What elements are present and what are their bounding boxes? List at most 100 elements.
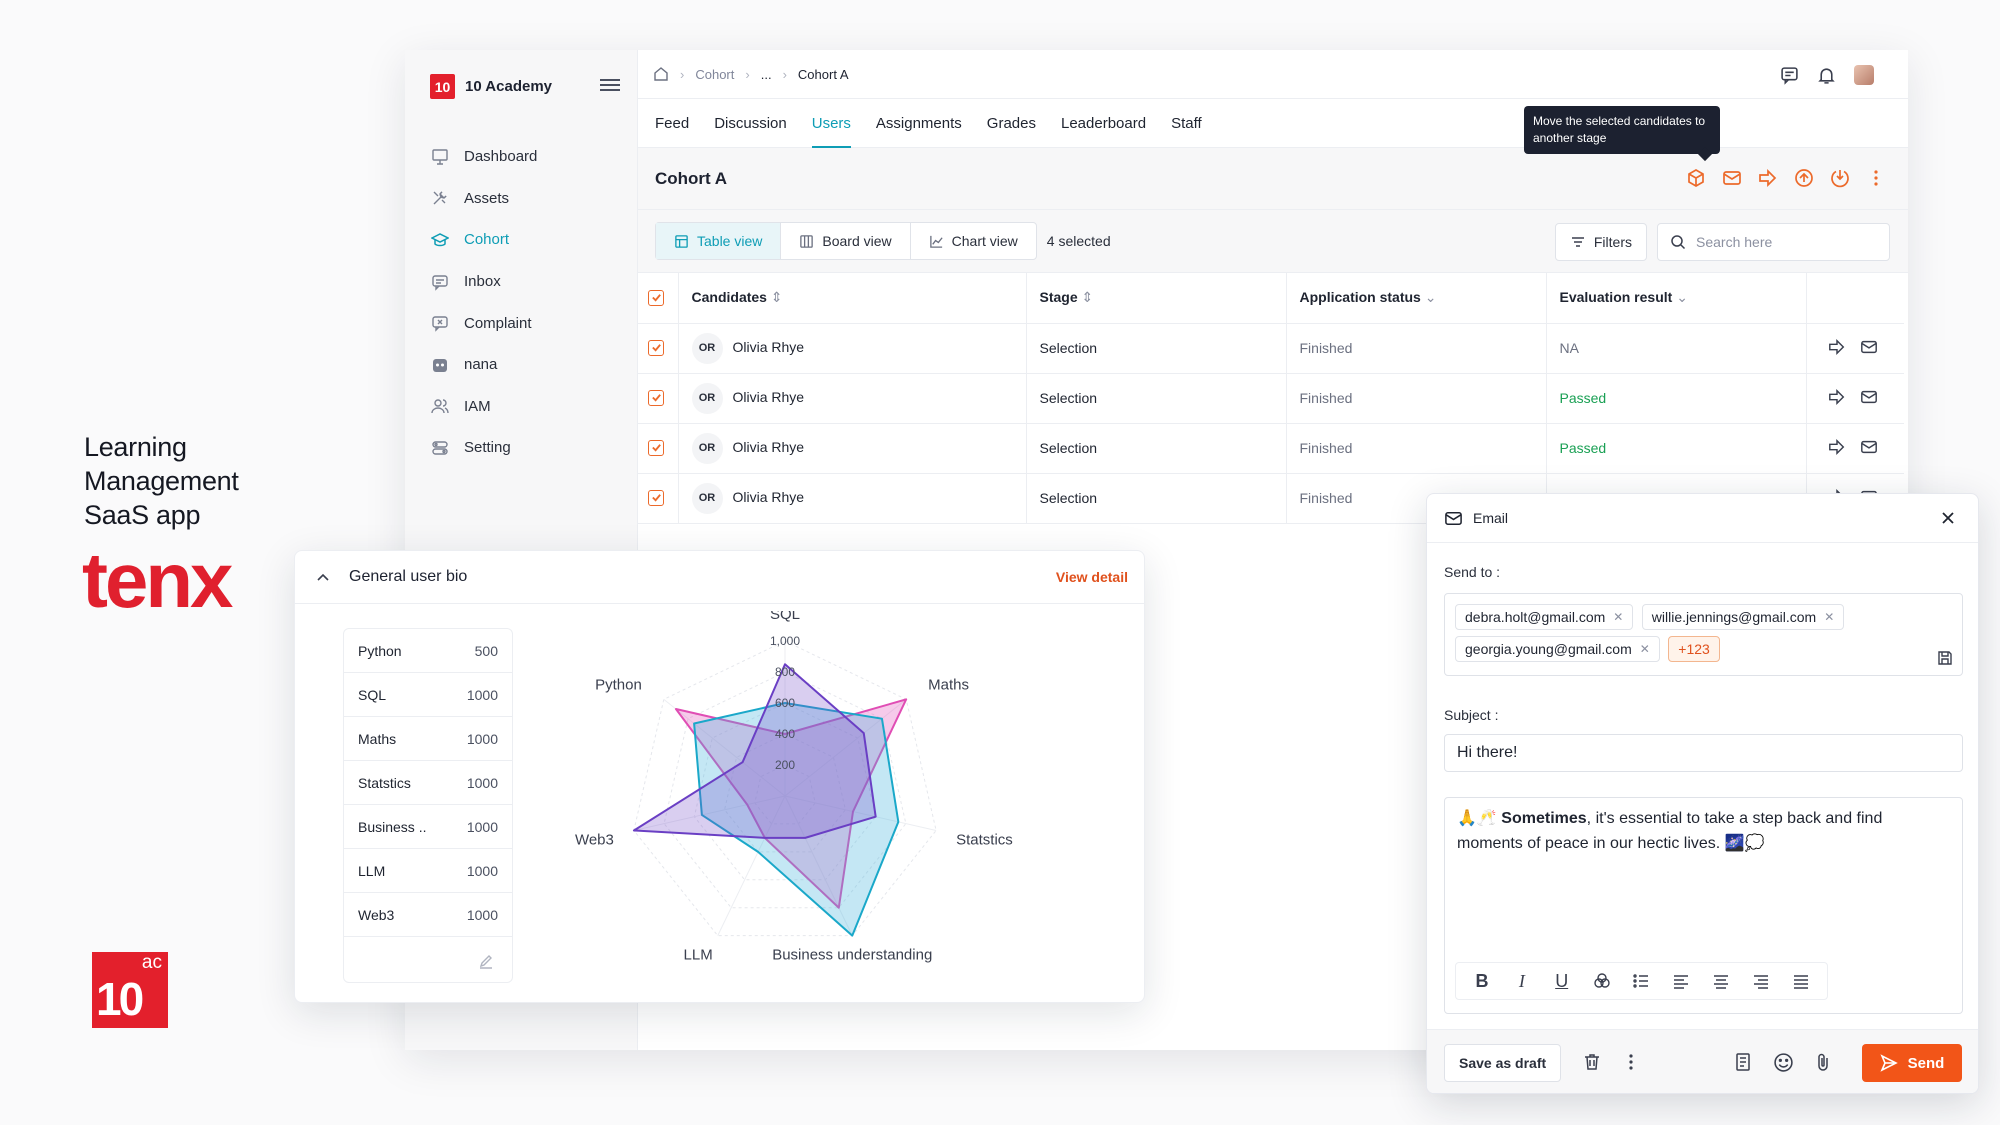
tab-users[interactable]: Users bbox=[811, 99, 852, 148]
candidate-name[interactable]: Olivia Rhye bbox=[732, 388, 805, 405]
more-vertical-icon[interactable] bbox=[1621, 1052, 1641, 1072]
radar-grid-ring bbox=[693, 702, 877, 881]
mail-icon bbox=[1445, 511, 1462, 525]
mail-icon[interactable] bbox=[1722, 168, 1742, 188]
table-row[interactable]: OR Olivia Rhye Selection Finished Passed bbox=[638, 423, 1904, 474]
align-justify-icon[interactable] bbox=[1786, 972, 1816, 990]
sidebar-item-cohort[interactable]: Cohort bbox=[430, 219, 537, 261]
chart-view-button[interactable]: Chart view bbox=[911, 223, 1036, 259]
home-icon[interactable] bbox=[653, 66, 669, 82]
emoji-icon[interactable] bbox=[1773, 1052, 1794, 1073]
align-left-icon[interactable] bbox=[1666, 972, 1696, 990]
row-checkbox[interactable] bbox=[648, 489, 664, 506]
col-evaluation-result[interactable]: Evaluation result ⌄ bbox=[1546, 273, 1807, 324]
select-all-checkbox[interactable] bbox=[648, 289, 664, 306]
table-view-button[interactable]: Table view bbox=[656, 223, 782, 259]
subject-input[interactable]: Hi there! bbox=[1444, 734, 1963, 772]
tab-discussion[interactable]: Discussion bbox=[714, 114, 787, 132]
sidebar-item-label: Cohort bbox=[464, 231, 510, 249]
stage-cell: Selection bbox=[1026, 423, 1287, 474]
arrow-up-circle-icon[interactable] bbox=[1794, 168, 1814, 188]
more-vertical-icon[interactable] bbox=[1866, 168, 1886, 188]
col-stage[interactable]: Stage ⇕ bbox=[1026, 273, 1287, 324]
sidebar-item-nana[interactable]: nana bbox=[430, 344, 537, 386]
template-icon[interactable] bbox=[1733, 1052, 1753, 1072]
table-row[interactable]: OR Olivia Rhye Selection Finished Passed bbox=[638, 373, 1904, 424]
arrow-right-icon[interactable] bbox=[1828, 338, 1846, 356]
mail-icon[interactable] bbox=[1860, 388, 1878, 406]
sidebar-item-dashboard[interactable]: Dashboard bbox=[430, 136, 537, 178]
row-checkbox[interactable] bbox=[648, 389, 664, 406]
sidebar-item-inbox[interactable]: Inbox bbox=[430, 261, 537, 303]
skill-row: Maths 1000 bbox=[344, 717, 512, 761]
bell-icon[interactable] bbox=[1817, 66, 1836, 85]
remove-recipient-icon[interactable]: ✕ bbox=[1824, 610, 1835, 624]
close-icon[interactable] bbox=[1938, 508, 1958, 528]
radar-axis-line bbox=[633, 795, 786, 831]
remove-recipient-icon[interactable]: ✕ bbox=[1613, 610, 1624, 624]
more-recipients-badge[interactable]: +123 bbox=[1668, 636, 1720, 662]
bold-icon[interactable]: B bbox=[1475, 970, 1489, 991]
candidate-name[interactable]: Olivia Rhye bbox=[732, 488, 805, 505]
table-row[interactable]: OR Olivia Rhye Selection Finished NA bbox=[638, 323, 1904, 374]
trash-icon[interactable] bbox=[1582, 1052, 1602, 1072]
breadcrumb-item[interactable]: ... bbox=[760, 66, 772, 82]
download-circle-icon[interactable] bbox=[1830, 168, 1850, 188]
bio-header: General user bio View detail bbox=[295, 551, 1144, 604]
row-checkbox[interactable] bbox=[648, 439, 664, 456]
candidate-name[interactable]: Olivia Rhye bbox=[732, 338, 805, 355]
chat-icon[interactable] bbox=[1780, 66, 1799, 85]
send-button[interactable]: Send bbox=[1862, 1044, 1962, 1082]
filters-button[interactable]: Filters bbox=[1554, 223, 1647, 261]
sidebar-item-complaint[interactable]: Complaint bbox=[430, 302, 537, 344]
board-view-button[interactable]: Board view bbox=[781, 223, 911, 259]
row-checkbox[interactable] bbox=[648, 339, 664, 356]
bullet-list-icon[interactable] bbox=[1626, 972, 1656, 990]
top-icons bbox=[1780, 65, 1874, 85]
sidebar-item-iam[interactable]: IAM bbox=[430, 386, 537, 428]
search-input[interactable]: Search here bbox=[1657, 223, 1890, 261]
radar-tick-label: 400 bbox=[775, 727, 795, 741]
10-academy-logo: 10 ac bbox=[92, 952, 168, 1028]
arrow-right-icon[interactable] bbox=[1828, 388, 1846, 406]
breadcrumb-item[interactable]: Cohort bbox=[695, 66, 735, 82]
align-center-icon[interactable] bbox=[1706, 972, 1736, 990]
filter-icon bbox=[1571, 237, 1584, 247]
user-avatar[interactable] bbox=[1854, 65, 1874, 85]
remove-recipient-icon[interactable]: ✕ bbox=[1639, 642, 1650, 656]
email-body-editor[interactable]: 🙏🥂 Sometimes, it's essential to take a s… bbox=[1444, 797, 1963, 1014]
box-move-icon[interactable] bbox=[1686, 168, 1706, 188]
arrow-right-icon[interactable] bbox=[1828, 438, 1846, 456]
mail-icon[interactable] bbox=[1860, 438, 1878, 456]
complaint-icon bbox=[430, 313, 450, 333]
align-right-icon[interactable] bbox=[1746, 972, 1776, 990]
view-detail-link[interactable]: View detail bbox=[1055, 569, 1128, 585]
sidebar-item-assets[interactable]: Assets bbox=[430, 178, 537, 220]
save-draft-button[interactable]: Save as draft bbox=[1444, 1044, 1562, 1082]
arrow-right-icon[interactable] bbox=[1758, 168, 1778, 188]
underline-icon[interactable]: U bbox=[1555, 970, 1569, 991]
save-icon[interactable] bbox=[1936, 649, 1954, 667]
chevron-up-icon[interactable] bbox=[315, 569, 331, 585]
hamburger-menu-icon[interactable] bbox=[600, 76, 620, 94]
app-logo: 10 bbox=[430, 74, 455, 99]
recipients-field[interactable]: debra.holt@gmail.com ✕ willie.jennings@gm… bbox=[1444, 593, 1963, 676]
radar-series-1 bbox=[674, 698, 908, 909]
tab-grades[interactable]: Grades bbox=[986, 114, 1036, 132]
color-palette-icon[interactable] bbox=[1587, 972, 1617, 990]
col-application-status[interactable]: Application status ⌄ bbox=[1286, 273, 1547, 324]
tab-leaderboard[interactable]: Leaderboard bbox=[1060, 114, 1147, 132]
edit-pencil-icon[interactable] bbox=[478, 953, 494, 969]
app-name: 10 Academy bbox=[465, 78, 552, 95]
col-candidates[interactable]: Candidates ⇕ bbox=[678, 273, 1027, 324]
attachment-icon[interactable] bbox=[1813, 1052, 1833, 1072]
sidebar-item-setting[interactable]: Setting bbox=[430, 427, 537, 469]
candidate-name[interactable]: Olivia Rhye bbox=[732, 438, 805, 455]
mail-icon[interactable] bbox=[1860, 338, 1878, 356]
italic-icon[interactable]: I bbox=[1518, 970, 1525, 991]
radar-axis-line bbox=[717, 795, 786, 936]
tab-staff[interactable]: Staff bbox=[1171, 114, 1202, 132]
tab-assignments[interactable]: Assignments bbox=[875, 114, 962, 132]
radar-tick-label: 1,000 bbox=[770, 634, 800, 648]
tab-feed[interactable]: Feed bbox=[655, 114, 690, 132]
